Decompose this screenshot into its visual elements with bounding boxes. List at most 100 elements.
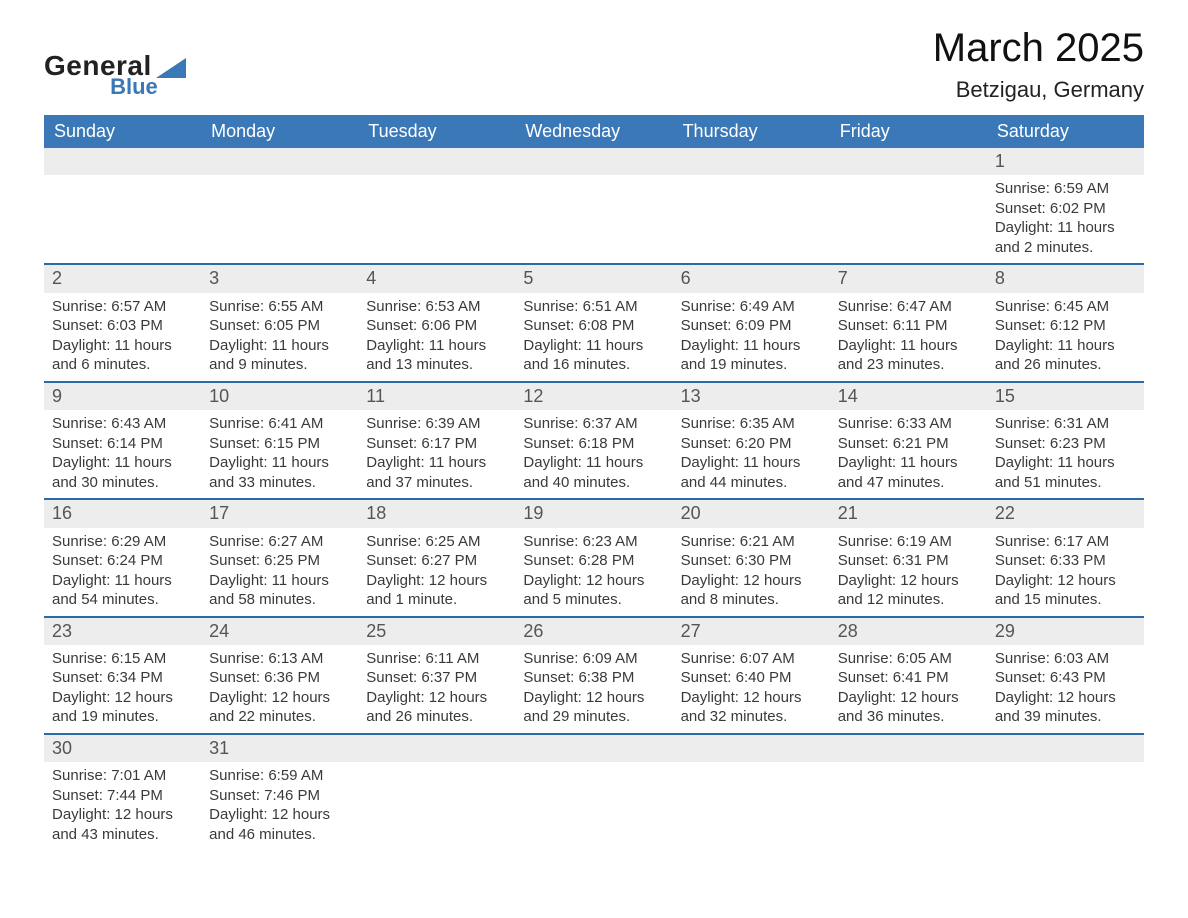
day-daylight2: and 40 minutes. (523, 473, 664, 493)
day-sunset: Sunset: 6:11 PM (838, 316, 979, 336)
week-detail-row: Sunrise: 6:15 AMSunset: 6:34 PMDaylight:… (44, 645, 1144, 734)
day-detail-cell: Sunrise: 6:33 AMSunset: 6:21 PMDaylight:… (830, 410, 987, 499)
day-daylight1: Daylight: 11 hours (523, 336, 664, 356)
day-detail-cell (830, 175, 987, 264)
calendar-body: 1 Sunrise: 6:59 AMSunset: 6:02 PMDayligh… (44, 148, 1144, 850)
day-detail-cell: Sunrise: 6:25 AMSunset: 6:27 PMDaylight:… (358, 528, 515, 617)
day-number: 10 (209, 386, 229, 406)
day-sunrise: Sunrise: 6:03 AM (995, 649, 1136, 669)
day-number-cell: 27 (673, 617, 830, 645)
day-number-cell: 1 (987, 148, 1144, 175)
day-number: 14 (838, 386, 858, 406)
day-number: 12 (523, 386, 543, 406)
day-daylight1: Daylight: 12 hours (366, 571, 507, 591)
day-sunset: Sunset: 6:31 PM (838, 551, 979, 571)
day-number: 17 (209, 503, 229, 523)
day-daylight1: Daylight: 12 hours (523, 688, 664, 708)
day-number: 24 (209, 621, 229, 641)
day-daylight2: and 5 minutes. (523, 590, 664, 610)
day-sunset: Sunset: 6:14 PM (52, 434, 193, 454)
day-daylight1: Daylight: 11 hours (681, 453, 822, 473)
day-sunrise: Sunrise: 6:43 AM (52, 414, 193, 434)
day-daylight2: and 33 minutes. (209, 473, 350, 493)
day-daylight1: Daylight: 12 hours (366, 688, 507, 708)
day-daylight1: Daylight: 11 hours (52, 336, 193, 356)
day-number: 30 (52, 738, 72, 758)
day-sunset: Sunset: 6:24 PM (52, 551, 193, 571)
day-daylight1: Daylight: 12 hours (209, 688, 350, 708)
day-daylight1: Daylight: 12 hours (52, 688, 193, 708)
day-number: 26 (523, 621, 543, 641)
week-daynum-row: 2345678 (44, 264, 1144, 292)
day-sunset: Sunset: 6:25 PM (209, 551, 350, 571)
day-number-cell: 31 (201, 734, 358, 762)
day-daylight1: Daylight: 12 hours (523, 571, 664, 591)
day-sunrise: Sunrise: 6:19 AM (838, 532, 979, 552)
day-header-sunday: Sunday (44, 115, 201, 148)
day-number-cell: 4 (358, 264, 515, 292)
day-number: 6 (681, 268, 691, 288)
day-sunset: Sunset: 7:46 PM (209, 786, 350, 806)
day-number-cell: 2 (44, 264, 201, 292)
day-number: 13 (681, 386, 701, 406)
day-daylight2: and 44 minutes. (681, 473, 822, 493)
day-number-cell: 26 (515, 617, 672, 645)
day-detail-cell (44, 175, 201, 264)
day-sunset: Sunset: 6:27 PM (366, 551, 507, 571)
day-detail-cell: Sunrise: 6:13 AMSunset: 6:36 PMDaylight:… (201, 645, 358, 734)
day-number: 20 (681, 503, 701, 523)
day-sunrise: Sunrise: 6:31 AM (995, 414, 1136, 434)
day-daylight2: and 26 minutes. (366, 707, 507, 727)
day-sunset: Sunset: 6:02 PM (995, 199, 1136, 219)
day-daylight1: Daylight: 12 hours (995, 688, 1136, 708)
day-header-wednesday: Wednesday (515, 115, 672, 148)
logo-text: General Blue (44, 54, 152, 96)
day-number-cell (673, 734, 830, 762)
day-daylight1: Daylight: 11 hours (838, 453, 979, 473)
day-daylight2: and 32 minutes. (681, 707, 822, 727)
day-detail-cell: Sunrise: 6:21 AMSunset: 6:30 PMDaylight:… (673, 528, 830, 617)
day-number-cell: 28 (830, 617, 987, 645)
day-daylight1: Daylight: 11 hours (52, 571, 193, 591)
day-daylight2: and 23 minutes. (838, 355, 979, 375)
day-number: 4 (366, 268, 376, 288)
day-number: 2 (52, 268, 62, 288)
day-number: 5 (523, 268, 533, 288)
day-detail-cell: Sunrise: 6:55 AMSunset: 6:05 PMDaylight:… (201, 293, 358, 382)
day-detail-cell: Sunrise: 6:31 AMSunset: 6:23 PMDaylight:… (987, 410, 1144, 499)
day-detail-cell (201, 175, 358, 264)
day-sunset: Sunset: 6:03 PM (52, 316, 193, 336)
day-number: 7 (838, 268, 848, 288)
day-number-cell: 21 (830, 499, 987, 527)
day-daylight1: Daylight: 11 hours (523, 453, 664, 473)
day-sunrise: Sunrise: 6:35 AM (681, 414, 822, 434)
day-daylight1: Daylight: 11 hours (366, 453, 507, 473)
day-number-cell (44, 148, 201, 175)
day-sunrise: Sunrise: 6:25 AM (366, 532, 507, 552)
day-number-cell: 14 (830, 382, 987, 410)
day-number: 9 (52, 386, 62, 406)
day-detail-cell: Sunrise: 6:23 AMSunset: 6:28 PMDaylight:… (515, 528, 672, 617)
week-daynum-row: 1 (44, 148, 1144, 175)
day-daylight2: and 12 minutes. (838, 590, 979, 610)
day-daylight2: and 19 minutes. (681, 355, 822, 375)
day-daylight1: Daylight: 11 hours (366, 336, 507, 356)
day-detail-cell (515, 175, 672, 264)
day-sunset: Sunset: 6:33 PM (995, 551, 1136, 571)
day-number: 15 (995, 386, 1015, 406)
day-sunrise: Sunrise: 6:59 AM (995, 179, 1136, 199)
triangle-icon (156, 56, 186, 89)
day-sunrise: Sunrise: 6:21 AM (681, 532, 822, 552)
day-number-cell: 23 (44, 617, 201, 645)
day-daylight1: Daylight: 11 hours (838, 336, 979, 356)
day-sunrise: Sunrise: 6:09 AM (523, 649, 664, 669)
day-detail-cell: Sunrise: 6:59 AMSunset: 6:02 PMDaylight:… (987, 175, 1144, 264)
day-sunset: Sunset: 6:18 PM (523, 434, 664, 454)
day-number: 19 (523, 503, 543, 523)
day-daylight1: Daylight: 12 hours (681, 571, 822, 591)
day-number-cell: 8 (987, 264, 1144, 292)
page: General Blue March 2025 Betzigau, German… (0, 0, 1188, 918)
day-sunrise: Sunrise: 6:23 AM (523, 532, 664, 552)
day-number-cell: 22 (987, 499, 1144, 527)
day-sunset: Sunset: 6:08 PM (523, 316, 664, 336)
